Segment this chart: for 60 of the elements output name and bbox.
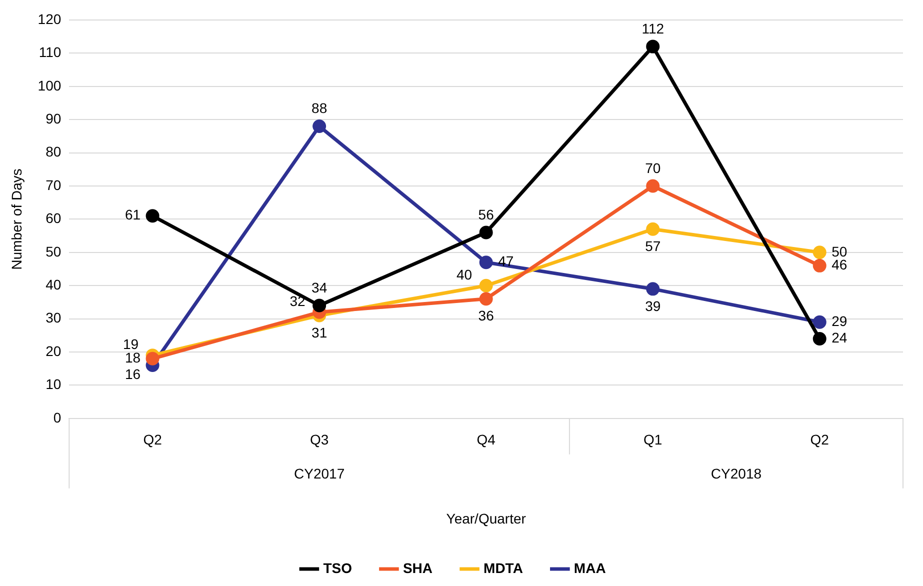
point <box>812 258 826 272</box>
point <box>646 282 660 296</box>
x-tick-label: Q4 <box>476 432 496 448</box>
data-label: 50 <box>832 243 848 260</box>
y-tick-label: 50 <box>46 243 62 260</box>
data-label: 40 <box>456 266 472 282</box>
point <box>479 226 493 240</box>
point <box>479 292 493 306</box>
data-label: 34 <box>312 279 328 296</box>
text: CY2018 <box>710 465 762 482</box>
point <box>146 352 160 366</box>
data-label: 36 <box>478 308 494 324</box>
point <box>312 298 326 312</box>
point <box>479 256 493 270</box>
y-tick-label: 80 <box>46 144 62 160</box>
y-axis-title: Number of Days <box>8 168 24 270</box>
y-tick-label: 70 <box>46 176 62 193</box>
x-tick-label: Q2 <box>810 432 830 448</box>
data-label: 16 <box>124 366 141 382</box>
point <box>646 222 660 236</box>
x-tick-label: Q1 <box>644 432 662 448</box>
data-label: 24 <box>832 330 848 346</box>
data-label: 46 <box>832 256 848 273</box>
data-label: 112 <box>642 20 664 36</box>
y-tick-label: 20 <box>46 342 62 359</box>
x-tick-label: Q3 <box>310 432 329 448</box>
point <box>312 119 326 133</box>
data-label: 19 <box>122 336 139 352</box>
y-tick-label: 60 <box>46 210 62 226</box>
legend-label: TSO <box>323 560 352 576</box>
data-label: 18 <box>124 350 141 366</box>
x-axis-title: Year/Quarter <box>446 510 526 526</box>
point <box>146 209 160 223</box>
data-label: 61 <box>124 206 141 223</box>
data-label: 31 <box>312 324 328 340</box>
y-tick-label: 10 <box>46 376 62 392</box>
legend-label: MAA <box>574 560 606 576</box>
y-tick-label: 110 <box>38 44 62 60</box>
data-label: 88 <box>312 100 328 116</box>
y-tick-label: 100 <box>38 77 62 94</box>
point <box>812 315 826 329</box>
point <box>479 278 493 292</box>
legend-label: SHA <box>402 560 433 576</box>
x-tick-label: Q2 <box>143 432 162 448</box>
y-tick-label: 120 <box>38 10 62 27</box>
text: CY2017 <box>294 465 345 482</box>
legend-label: MDTA <box>484 560 523 576</box>
data-label: 70 <box>645 160 661 176</box>
data-label: 57 <box>645 238 661 254</box>
point <box>812 332 826 346</box>
data-label: 39 <box>645 298 661 314</box>
y-tick-label: 90 <box>46 110 62 126</box>
y-tick-label: 30 <box>46 310 62 326</box>
point <box>646 179 660 193</box>
y-tick-label: 0 <box>53 409 62 426</box>
data-label: 56 <box>478 206 494 222</box>
y-tick-label: 40 <box>46 276 62 292</box>
point <box>646 40 660 54</box>
point <box>812 246 826 260</box>
data-label: 29 <box>832 312 848 329</box>
